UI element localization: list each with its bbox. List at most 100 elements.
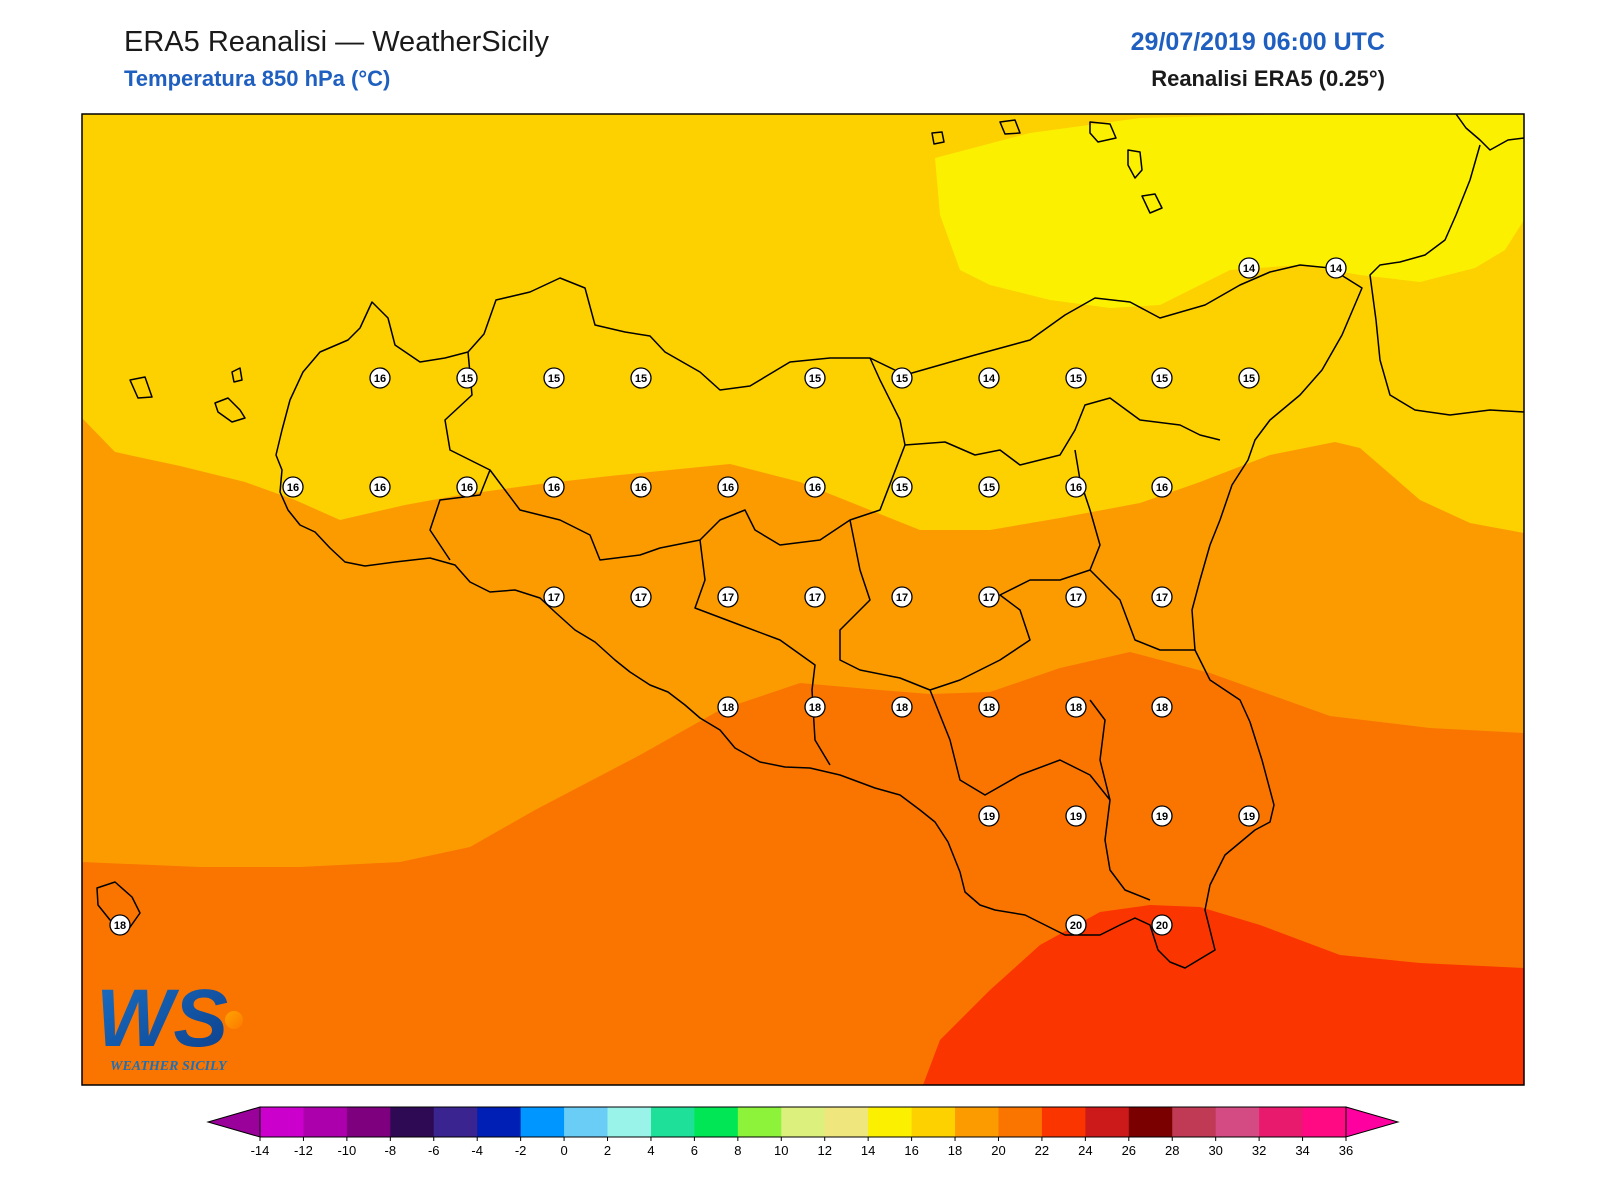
grid-value-marker: 16 [369, 476, 391, 498]
grid-value-label: 18 [809, 702, 821, 714]
grid-value-marker: 16 [456, 476, 478, 498]
logo-initials: WS [96, 973, 228, 1064]
colorbar-tick-label: 28 [1165, 1143, 1179, 1158]
colorbar-segment [868, 1107, 913, 1137]
colorbar-segment [520, 1107, 565, 1137]
colorbar-segment [911, 1107, 956, 1137]
colorbar-tick-label: 18 [948, 1143, 962, 1158]
grid-value-marker: 18 [717, 696, 739, 718]
map-subtitle: Temperatura 850 hPa (°C) [124, 66, 391, 91]
colorbar-tick-label: 22 [1035, 1143, 1049, 1158]
colorbar-segment [433, 1107, 478, 1137]
grid-value-marker: 16 [804, 476, 826, 498]
grid-value-label: 14 [1330, 263, 1343, 275]
grid-value-marker: 16 [543, 476, 565, 498]
grid-value-label: 18 [983, 702, 995, 714]
grid-value-marker: 19 [1238, 805, 1260, 827]
grid-value-label: 15 [1156, 373, 1168, 385]
colorbar-tick-label: 34 [1295, 1143, 1309, 1158]
grid-value-label: 17 [809, 592, 821, 604]
grid-value-label: 17 [1070, 592, 1082, 604]
grid-value-marker: 15 [891, 367, 913, 389]
colorbar-tick-label: 26 [1122, 1143, 1136, 1158]
grid-value-marker: 19 [978, 805, 1000, 827]
grid-value-label: 15 [983, 482, 995, 494]
grid-value-marker: 15 [1238, 367, 1260, 389]
colorbar-tick-label: 14 [861, 1143, 875, 1158]
grid-value-label: 18 [1156, 702, 1168, 714]
grid-value-label: 18 [896, 702, 908, 714]
grid-value-marker: 18 [1151, 696, 1173, 718]
colorbar-under-arrow [206, 1106, 261, 1138]
grid-value-marker: 14 [1238, 257, 1260, 279]
grid-value-label: 20 [1156, 920, 1168, 932]
colorbar-segment [1172, 1107, 1217, 1137]
colorbar: -14 -12 -10 -8 -6 -4 -2 0 2 4 6 8 10 12 14 16 18 20 22 24 26… [206, 1106, 1400, 1158]
colorbar-segment [998, 1107, 1043, 1137]
grid-value-marker: 18 [109, 914, 131, 936]
colorbar-segment [477, 1107, 522, 1137]
grid-value-marker: 17 [1065, 586, 1087, 608]
grid-value-marker: 20 [1065, 914, 1087, 936]
grid-value-marker: 15 [978, 476, 1000, 498]
colorbar-tick-label: -12 [294, 1143, 313, 1158]
map-datetime: 29/07/2019 06:00 UTC [1130, 28, 1385, 56]
colorbar-segment [1128, 1107, 1173, 1137]
grid-value-label: 16 [461, 482, 473, 494]
band-12-14 [935, 114, 1524, 308]
grid-value-marker: 19 [1065, 805, 1087, 827]
grid-value-label: 19 [1070, 811, 1082, 823]
grid-value-marker: 17 [717, 586, 739, 608]
grid-value-marker: 15 [891, 476, 913, 498]
map-title: ERA5 Reanalisi — WeatherSicily [124, 26, 549, 58]
grid-value-label: 18 [722, 702, 734, 714]
colorbar-tick-label: 12 [817, 1143, 831, 1158]
grid-value-marker: 18 [804, 696, 826, 718]
grid-value-marker: 15 [1065, 367, 1087, 389]
grid-value-label: 15 [896, 373, 908, 385]
colorbar-segment [564, 1107, 609, 1137]
weathersicily-logo-icon: WS WEATHER SICILY [96, 973, 243, 1074]
grid-value-label: 16 [722, 482, 734, 494]
grid-value-marker: 16 [630, 476, 652, 498]
grid-value-marker: 16 [282, 476, 304, 498]
colorbar-tick-label: 2 [604, 1143, 611, 1158]
colorbar-tick-label: 4 [647, 1143, 654, 1158]
colorbar-segment [390, 1107, 435, 1137]
colorbar-segment [824, 1107, 869, 1137]
grid-value-label: 18 [114, 920, 126, 932]
grid-value-label: 16 [374, 373, 386, 385]
grid-value-marker: 17 [630, 586, 652, 608]
colorbar-tick-label: 0 [560, 1143, 567, 1158]
grid-value-marker: 16 [1151, 476, 1173, 498]
grid-value-marker: 15 [456, 367, 478, 389]
grid-value-marker: 16 [1065, 476, 1087, 498]
colorbar-segment [1215, 1107, 1260, 1137]
grid-value-marker: 14 [1325, 257, 1347, 279]
colorbar-segment [260, 1107, 304, 1137]
colorbar-segment [1085, 1107, 1130, 1137]
grid-value-marker: 17 [891, 586, 913, 608]
grid-value-marker: 18 [1065, 696, 1087, 718]
grid-value-marker: 14 [978, 367, 1000, 389]
grid-value-label: 18 [1070, 702, 1082, 714]
grid-value-label: 14 [983, 373, 996, 385]
colorbar-tick-label: -8 [385, 1143, 397, 1158]
grid-value-label: 16 [287, 482, 299, 494]
map-frame [81, 113, 1525, 1086]
grid-value-marker: 17 [978, 586, 1000, 608]
grid-value-marker: 15 [1151, 367, 1173, 389]
colorbar-tick-label: 8 [734, 1143, 741, 1158]
colorbar-tick-label: 24 [1078, 1143, 1092, 1158]
colorbar-tick-label: 30 [1208, 1143, 1222, 1158]
grid-value-marker: 17 [1151, 586, 1173, 608]
grid-value-label: 17 [635, 592, 647, 604]
grid-value-marker: 18 [891, 696, 913, 718]
grid-value-marker: 15 [804, 367, 826, 389]
colorbar-segment [1302, 1107, 1347, 1137]
colorbar-tick-label: 10 [774, 1143, 788, 1158]
grid-value-marker: 18 [978, 696, 1000, 718]
grid-value-label: 16 [1156, 482, 1168, 494]
grid-value-label: 16 [548, 482, 560, 494]
